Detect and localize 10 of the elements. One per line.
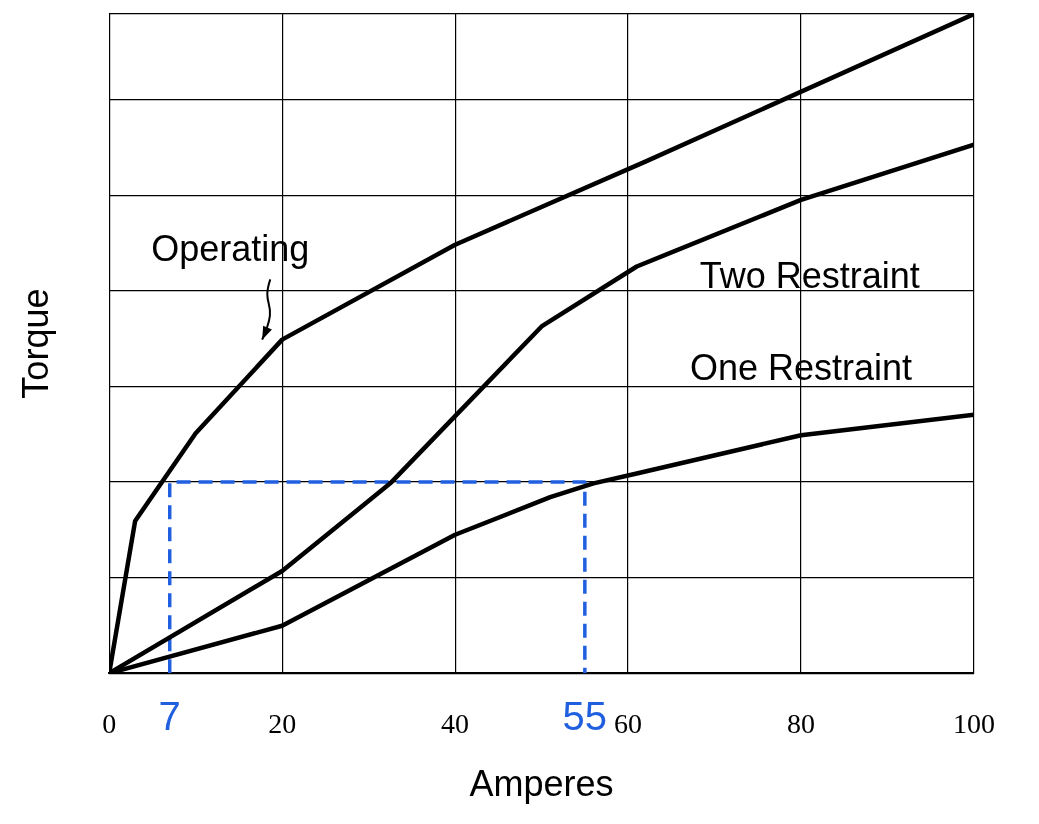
x-tick-label: 80 [787, 708, 816, 740]
x-tick-label: 0 [102, 708, 117, 740]
annotation: 55 [562, 694, 608, 739]
annotation: 7 [158, 694, 181, 739]
x-tick-label: 40 [441, 708, 470, 740]
x-tick-label: 100 [953, 708, 995, 740]
x-axis-title: Amperes [469, 763, 614, 805]
y-axis-title: Torque [14, 288, 56, 399]
x-tick-label: 20 [268, 708, 297, 740]
x-tick-label: 60 [614, 708, 643, 740]
